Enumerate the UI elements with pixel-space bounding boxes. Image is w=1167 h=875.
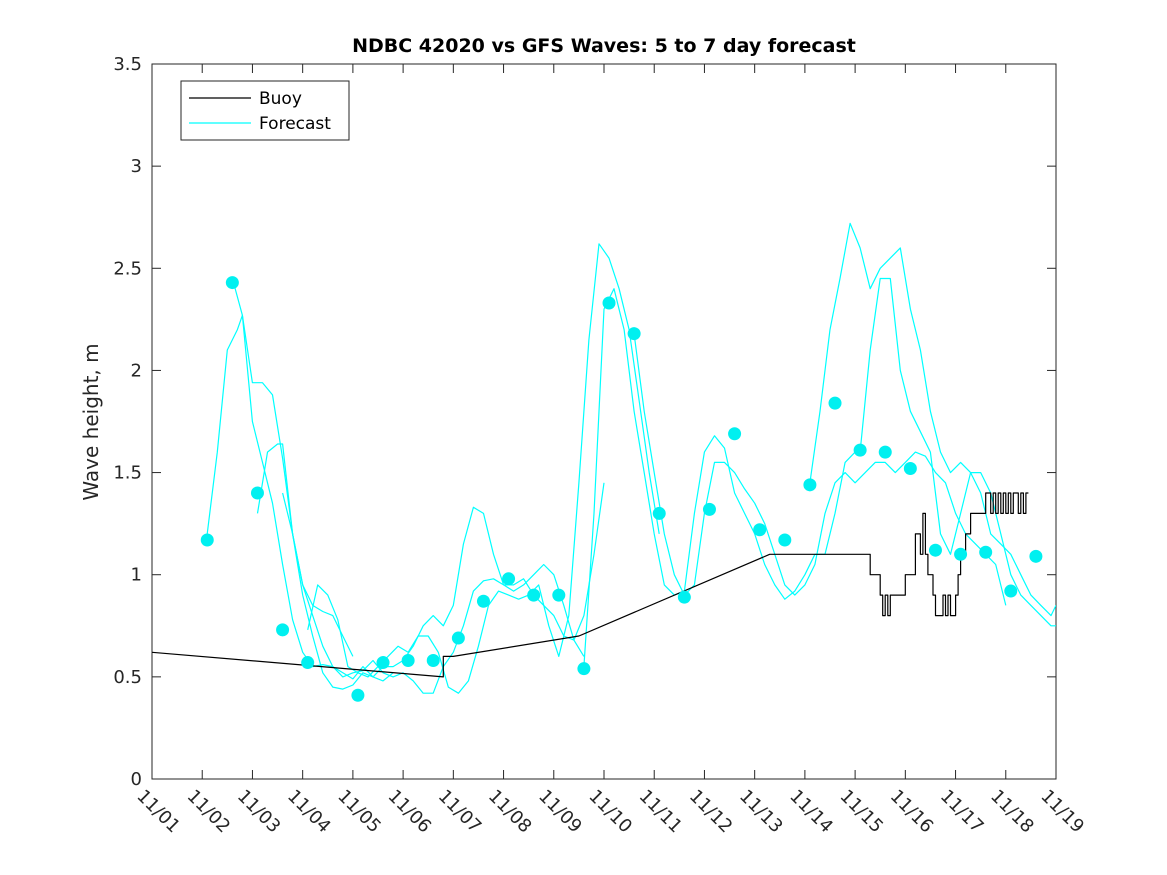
legend-buoy-label: Buoy	[259, 89, 302, 109]
y-tick-label: 1.5	[113, 463, 142, 484]
forecast-marker	[451, 631, 465, 645]
forecast-marker	[476, 594, 490, 608]
forecast-series-line	[206, 314, 354, 657]
y-tick-label: 0	[131, 769, 142, 790]
forecast-marker	[502, 572, 516, 586]
forecast-marker	[702, 502, 716, 516]
legend-box	[180, 80, 350, 141]
forecast-series-line	[256, 443, 605, 694]
forecast-marker	[979, 545, 993, 559]
forecast-marker	[778, 533, 792, 547]
forecast-marker	[401, 654, 415, 668]
forecast-marker	[903, 461, 917, 475]
forecast-series-line	[307, 243, 660, 694]
forecast-marker	[376, 656, 390, 670]
y-tick-label: 3	[131, 156, 142, 177]
forecast-marker	[928, 543, 942, 557]
y-tick-label: 3.5	[113, 54, 142, 75]
forecast-marker	[1029, 549, 1043, 563]
legend-forecast-label: Forecast	[259, 114, 331, 134]
forecast-marker	[602, 296, 616, 310]
forecast-marker	[552, 588, 566, 602]
forecast-marker	[577, 662, 591, 676]
forecast-marker	[225, 276, 239, 290]
forecast-marker	[276, 623, 290, 637]
forecast-marker	[627, 327, 641, 341]
forecast-marker	[677, 590, 691, 604]
forecast-marker	[803, 478, 817, 492]
forecast-marker	[351, 688, 365, 702]
y-axis-label: Wave height, m	[79, 343, 103, 500]
forecast-series-line	[809, 222, 1056, 617]
forecast-series-line	[633, 333, 1007, 606]
forecast-marker	[853, 443, 867, 457]
forecast-marker	[250, 486, 264, 500]
forecast-series-line	[282, 492, 585, 690]
forecast-series-line	[859, 277, 1056, 627]
forecast-series-line	[583, 288, 856, 667]
y-tick-label: 2	[131, 360, 142, 381]
forecast-marker	[652, 506, 666, 520]
y-tick-label: 0.5	[113, 667, 142, 688]
forecast-marker	[828, 396, 842, 410]
chart-title: NDBC 42020 vs GFS Waves: 5 to 7 day fore…	[352, 35, 856, 57]
forecast-marker	[954, 547, 968, 561]
forecast-marker	[728, 427, 742, 441]
forecast-marker	[426, 654, 440, 668]
forecast-marker	[301, 656, 315, 670]
y-tick-label: 2.5	[113, 258, 142, 279]
forecast-marker	[878, 445, 892, 459]
forecast-marker	[527, 588, 541, 602]
y-tick-label: 1	[131, 565, 142, 586]
forecast-marker	[753, 523, 767, 537]
buoy-series-line	[152, 492, 1029, 678]
forecast-marker	[200, 533, 214, 547]
forecast-marker	[1004, 584, 1018, 598]
